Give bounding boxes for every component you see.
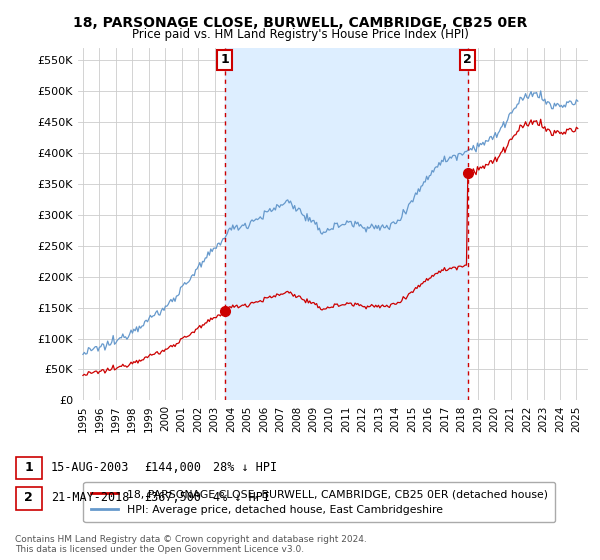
Text: 21-MAY-2018: 21-MAY-2018: [51, 491, 130, 504]
Text: 2: 2: [25, 491, 33, 504]
Text: 4% ↓ HPI: 4% ↓ HPI: [213, 491, 270, 504]
Text: 18, PARSONAGE CLOSE, BURWELL, CAMBRIDGE, CB25 0ER: 18, PARSONAGE CLOSE, BURWELL, CAMBRIDGE,…: [73, 16, 527, 30]
Text: Price paid vs. HM Land Registry's House Price Index (HPI): Price paid vs. HM Land Registry's House …: [131, 28, 469, 41]
Text: 28% ↓ HPI: 28% ↓ HPI: [213, 460, 277, 474]
Text: 2: 2: [463, 53, 472, 67]
Bar: [225, 48, 467, 400]
Text: Contains HM Land Registry data © Crown copyright and database right 2024.
This d: Contains HM Land Registry data © Crown c…: [15, 535, 367, 554]
Text: £144,000: £144,000: [144, 460, 201, 474]
Legend: 18, PARSONAGE CLOSE, BURWELL, CAMBRIDGE, CB25 0ER (detached house), HPI: Average: 18, PARSONAGE CLOSE, BURWELL, CAMBRIDGE,…: [83, 482, 556, 522]
Text: 1: 1: [220, 53, 229, 67]
Text: 1: 1: [25, 460, 33, 474]
Text: £367,500: £367,500: [144, 491, 201, 504]
Text: 15-AUG-2003: 15-AUG-2003: [51, 460, 130, 474]
